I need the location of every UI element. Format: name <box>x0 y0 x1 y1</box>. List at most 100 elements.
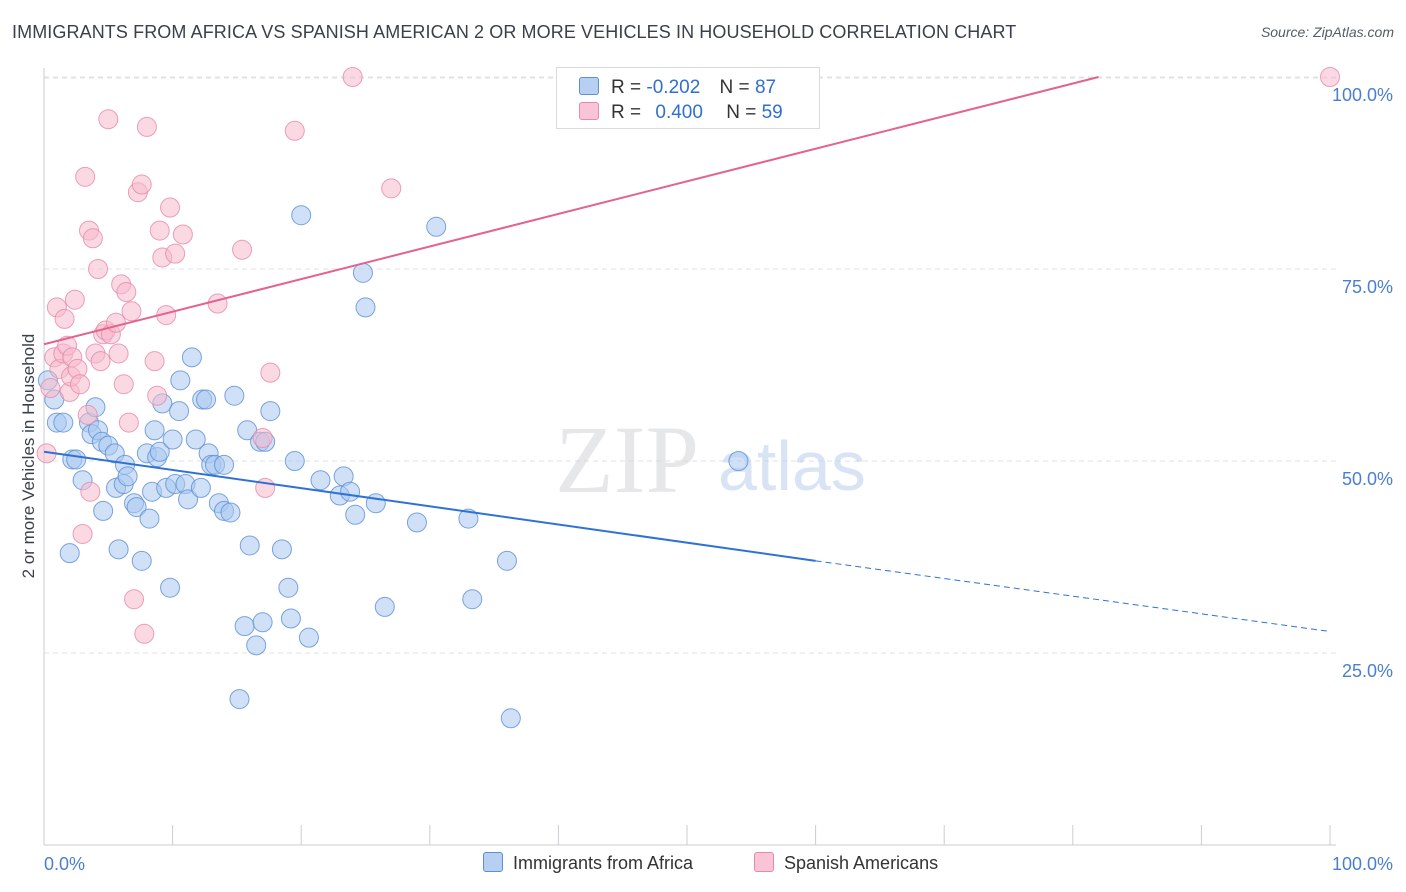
point-spanish <box>252 427 273 448</box>
point-africa <box>59 543 80 564</box>
point-africa <box>728 451 749 471</box>
point-africa <box>108 539 129 560</box>
point-africa <box>340 481 361 502</box>
point-africa <box>345 504 366 525</box>
point-africa <box>93 500 114 521</box>
legend-r-label: R = <box>611 102 642 123</box>
point-africa <box>178 489 199 510</box>
trend-line-spanish <box>43 76 1099 346</box>
trend-line-africa-extension <box>815 560 1331 632</box>
source-label: Source: ZipAtlas.com <box>1260 24 1394 40</box>
y-axis-title: 2 or more Vehicles in Household <box>19 333 38 579</box>
point-africa <box>374 596 395 617</box>
point-spanish <box>106 312 127 333</box>
point-spanish <box>207 293 228 314</box>
point-africa <box>149 441 170 462</box>
point-spanish <box>342 67 363 87</box>
point-spanish <box>75 166 96 187</box>
legend-n-label: N = <box>719 77 750 98</box>
point-spanish <box>232 239 253 260</box>
point-spanish <box>1320 67 1340 87</box>
y-tick-label: 50.0% <box>1342 469 1393 489</box>
y-tick-label: 75.0% <box>1342 277 1393 297</box>
point-africa <box>234 616 255 637</box>
point-africa <box>214 454 235 475</box>
point-africa <box>117 466 138 487</box>
legend-row-spanish: R = 0.400 N = 59 <box>579 102 783 126</box>
point-africa <box>278 577 299 598</box>
legend-swatch-africa <box>579 77 599 95</box>
point-africa <box>196 389 217 410</box>
legend-n-value: 87 <box>754 77 777 98</box>
point-africa <box>220 502 241 523</box>
point-spanish <box>381 178 402 199</box>
point-africa <box>280 608 301 629</box>
point-africa <box>365 493 386 514</box>
x-tick-label: 100.0% <box>1332 854 1393 874</box>
point-africa <box>170 370 191 391</box>
point-africa <box>131 550 152 571</box>
point-africa <box>271 539 292 560</box>
legend-r-value: -0.202 <box>646 77 701 98</box>
point-africa <box>229 689 250 710</box>
point-africa <box>246 635 267 656</box>
watermark: ZIP atlas <box>555 406 866 513</box>
legend-r-label: R = <box>611 77 642 98</box>
stats-legend: R = -0.202 N = 87 R = 0.400 N = 59 <box>556 67 820 129</box>
point-africa <box>190 477 211 498</box>
tick-labels: 25.0% 50.0% 75.0% 100.0% 0.0% 100.0% <box>44 85 1393 874</box>
bottom-legend-label-africa: Immigrants from Africa <box>513 853 694 873</box>
point-africa <box>310 470 331 491</box>
bottom-legend-label-spanish: Spanish Americans <box>784 853 939 873</box>
point-africa <box>126 497 147 518</box>
point-spanish <box>160 197 181 218</box>
point-spanish <box>40 378 61 399</box>
point-spanish <box>82 228 103 249</box>
point-spanish <box>144 351 165 372</box>
point-africa <box>162 429 183 450</box>
point-spanish <box>134 623 155 644</box>
point-africa <box>462 589 483 610</box>
legend-r-value: 0.400 <box>655 102 703 123</box>
point-africa <box>66 449 87 470</box>
point-spanish <box>54 308 75 329</box>
point-africa <box>458 508 479 529</box>
point-africa <box>298 627 319 648</box>
gridlines <box>44 76 1336 654</box>
point-africa <box>355 297 376 318</box>
watermark-zip: ZIP <box>555 406 699 513</box>
bottom-legend-africa: Immigrants from Africa <box>483 852 693 874</box>
trend-lines <box>43 76 1331 632</box>
point-africa <box>181 347 202 368</box>
point-africa <box>352 262 373 283</box>
point-spanish <box>108 343 129 364</box>
point-africa <box>252 612 273 633</box>
y-tick-label: 100.0% <box>1332 85 1393 105</box>
bottom-legend-spanish: Spanish Americans <box>754 852 938 874</box>
point-spanish <box>80 481 101 502</box>
point-africa <box>500 708 521 729</box>
x-tick-label: 0.0% <box>44 854 85 874</box>
point-spanish <box>64 289 85 310</box>
trend-line-africa <box>43 450 816 562</box>
point-spanish <box>260 362 281 383</box>
point-spanish <box>147 385 168 406</box>
point-spanish <box>70 374 91 395</box>
point-africa <box>284 451 305 471</box>
legend-swatch-spanish <box>579 102 599 120</box>
point-spanish <box>284 120 305 141</box>
legend-row-africa: R = -0.202 N = 87 <box>579 77 776 101</box>
point-spanish <box>165 243 186 264</box>
y-tick-label: 25.0% <box>1342 661 1393 681</box>
point-spanish <box>118 412 139 433</box>
bottom-legend-swatch-spanish <box>754 852 774 872</box>
bottom-legend-swatch-africa <box>483 852 503 872</box>
point-spanish <box>124 589 145 610</box>
point-africa <box>160 577 181 598</box>
point-spanish <box>72 523 93 544</box>
point-africa <box>260 401 281 422</box>
point-africa <box>53 412 74 433</box>
point-africa <box>291 205 312 226</box>
point-africa <box>496 550 517 571</box>
